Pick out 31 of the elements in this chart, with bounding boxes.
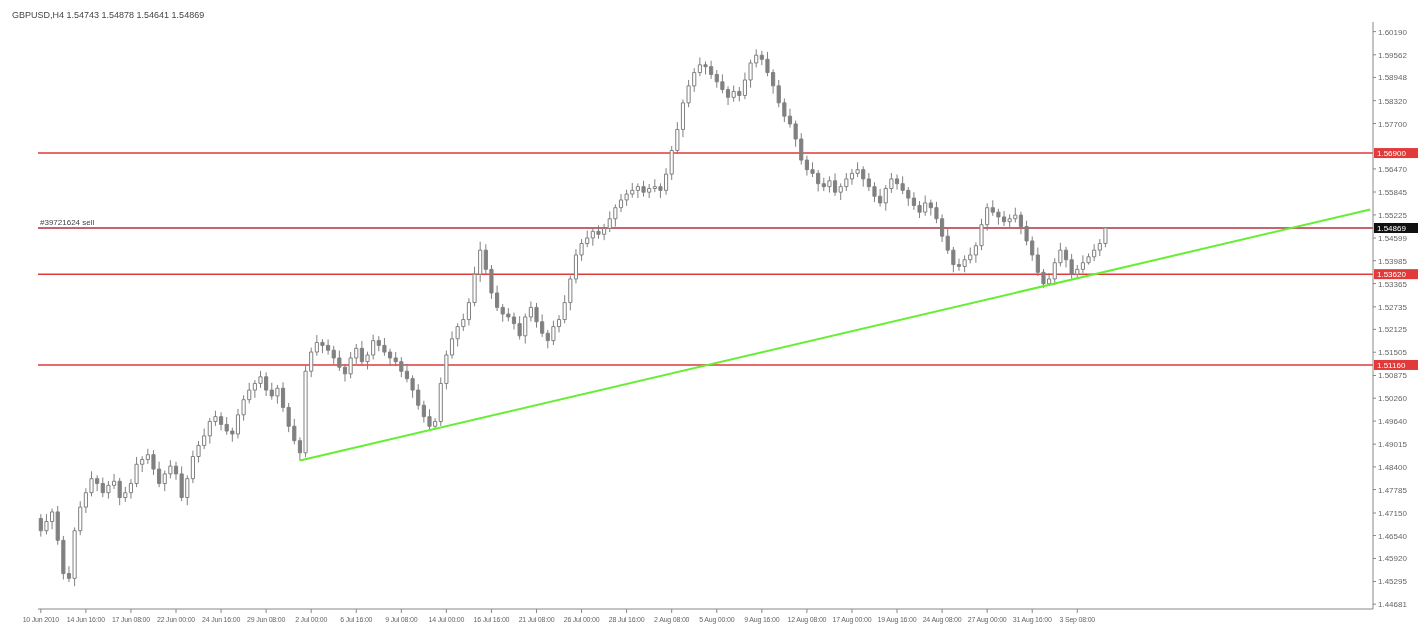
y-tick-label: 1.49640 (1378, 417, 1408, 427)
y-tick-label: 1.53365 (1378, 279, 1408, 289)
ref-line-label: 1.51160 (1377, 360, 1406, 370)
y-tick-label: 1.59562 (1378, 50, 1408, 60)
ref-line-label: 1.56900 (1377, 149, 1407, 159)
y-tick-label: 1.46540 (1378, 531, 1408, 541)
y-tick-label: 1.53985 (1378, 256, 1408, 266)
y-tick-label: 1.45295 (1378, 577, 1408, 587)
y-tick-label: 1.48400 (1378, 462, 1408, 472)
text: 1.54869 (1377, 224, 1407, 233)
ref-line-label: 1.53620 (1377, 270, 1407, 280)
annotation: #39721624 sell (40, 218, 95, 227)
y-tick-label: 1.54599 (1378, 234, 1408, 244)
y-tick-label: 1.47785 (1378, 485, 1408, 495)
y-tick-label: 1.45920 (1378, 554, 1408, 564)
y-tick-label: 1.55225 (1378, 210, 1408, 220)
y-tick-label: 1.47150 (1378, 509, 1408, 519)
y-tick-label: 1.52735 (1378, 302, 1408, 312)
y-tick-label: 1.58948 (1378, 73, 1408, 83)
y-tick-label: 1.58320 (1378, 96, 1408, 106)
y-tick-label: 1.52125 (1378, 325, 1408, 335)
y-tick-label: 1.44681 (1378, 600, 1408, 610)
y-tick-label: 1.49015 (1378, 440, 1408, 450)
y-tick-label: 1.55845 (1378, 188, 1408, 198)
y-tick-label: 1.51505 (1378, 348, 1408, 358)
y-tick-label: 1.57700 (1378, 119, 1408, 129)
y-tick-label: 1.56470 (1378, 164, 1408, 174)
y-tick-label: 1.50260 (1378, 394, 1408, 404)
y-tick-label: 1.60190 (1378, 27, 1408, 37)
chart-title: GBPUSD,H4 1.54743 1.54878 1.54641 1.54869 (12, 10, 205, 20)
y-tick-label: 1.50875 (1378, 371, 1408, 381)
